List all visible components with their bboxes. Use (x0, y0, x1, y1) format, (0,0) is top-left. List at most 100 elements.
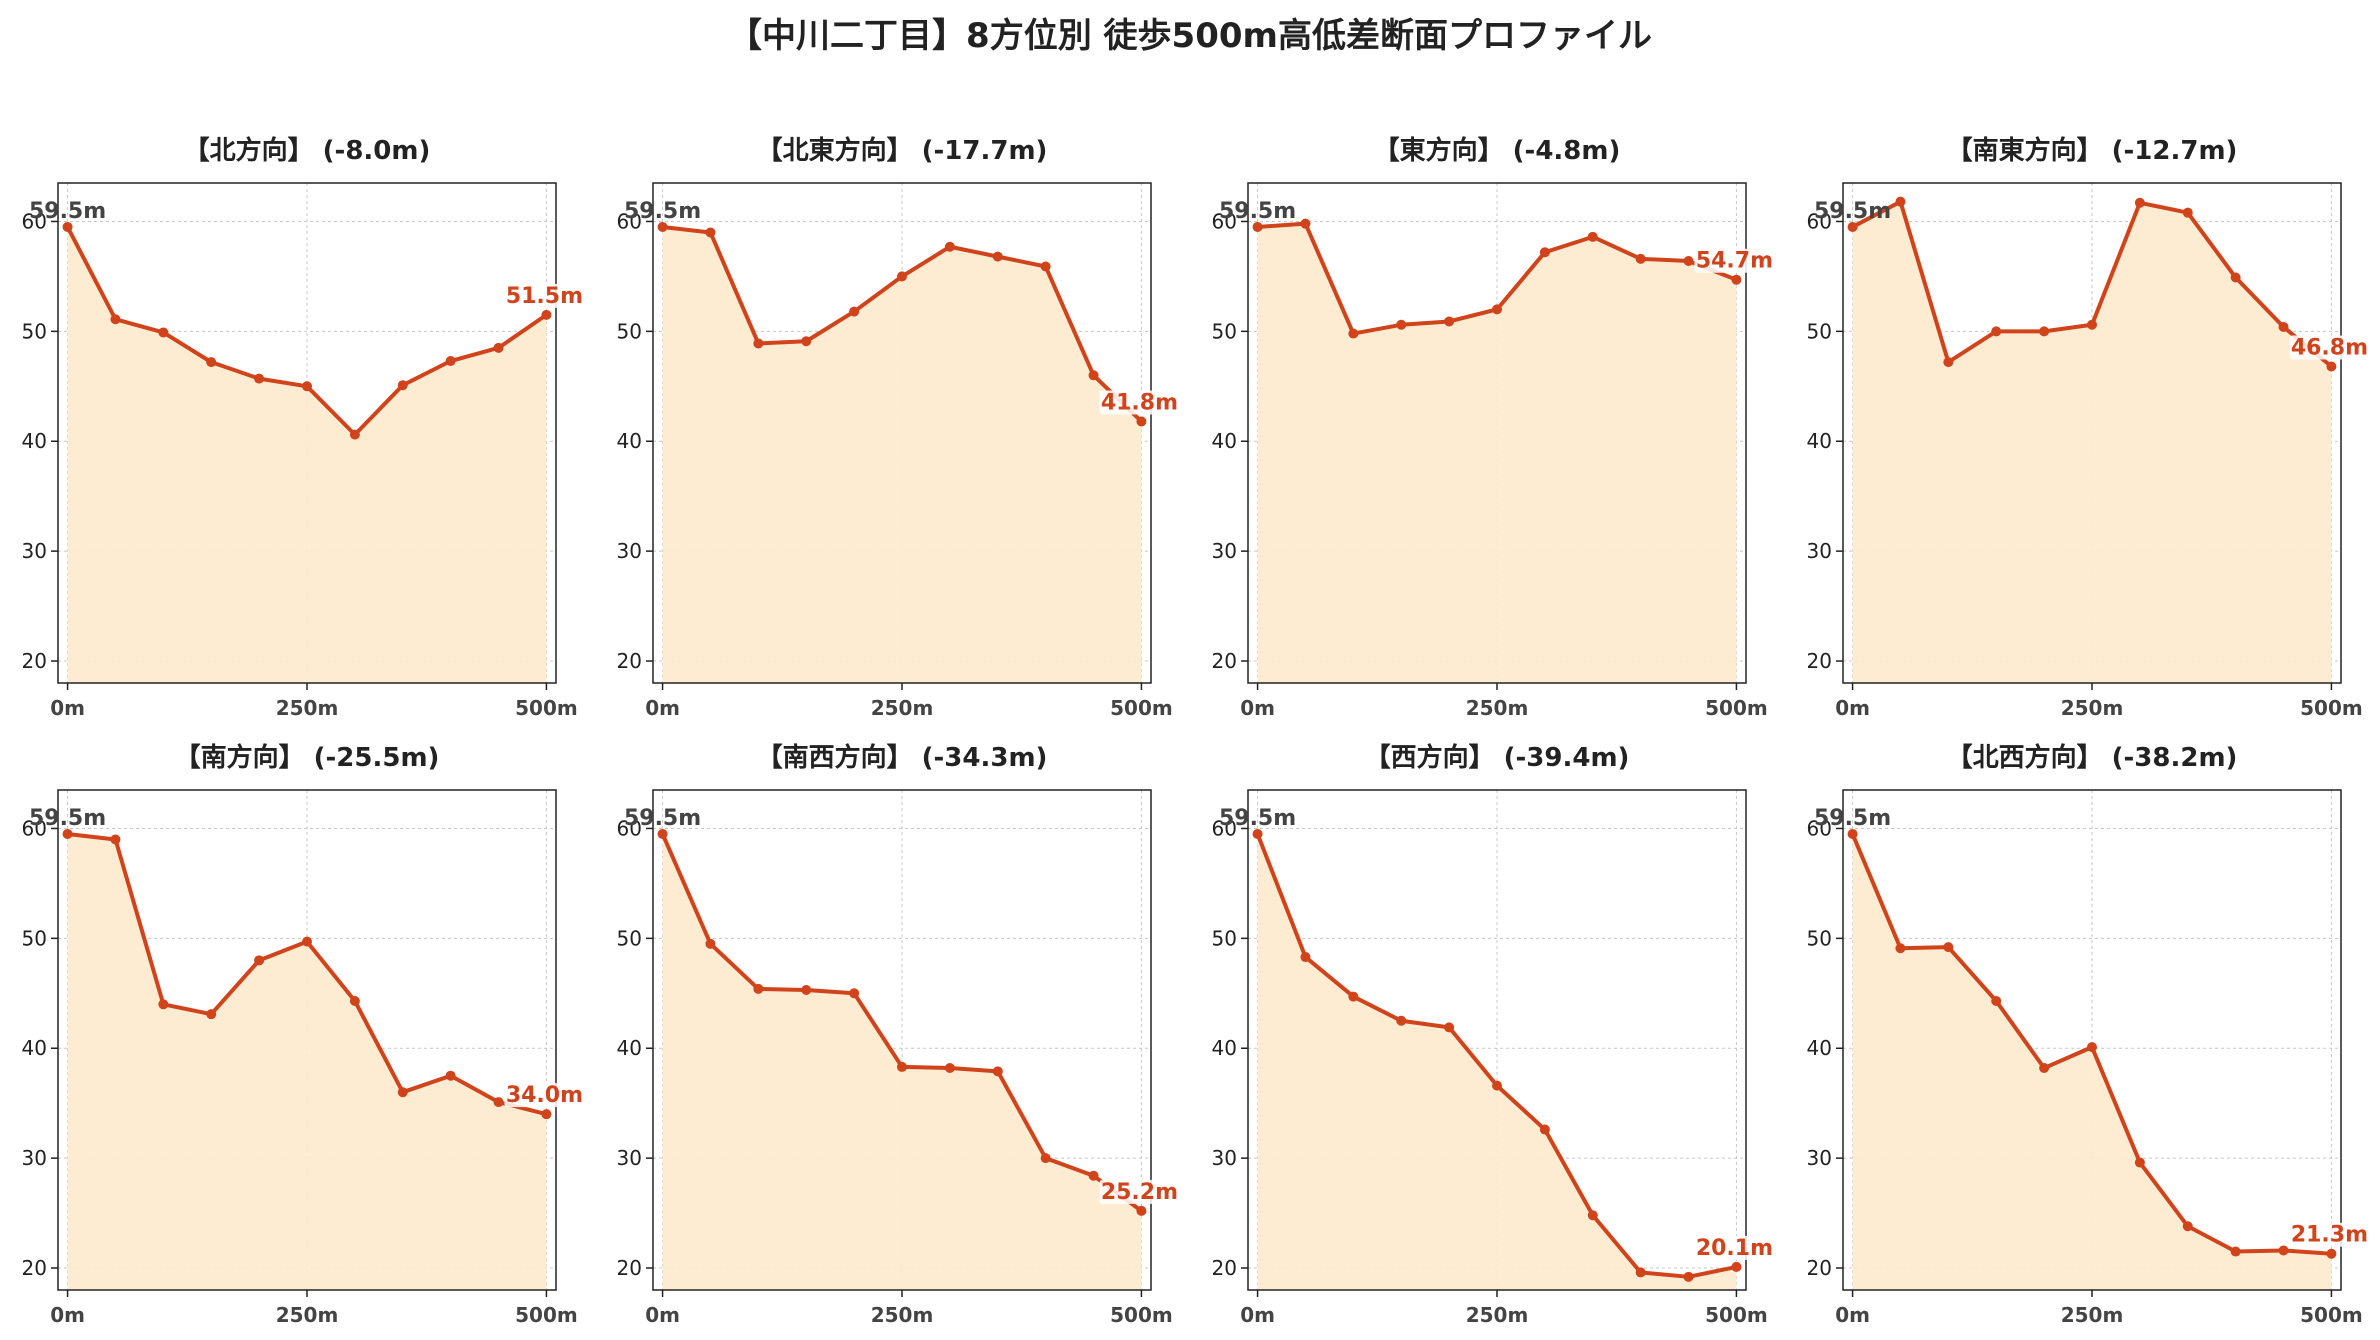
data-point (493, 342, 504, 353)
panel-4: 【南東方向】 (-12.7m) 20 30 40 50 60 0m 250m 500m 59.5m… (1807, 135, 2370, 720)
x-tick-label: 0m (645, 1303, 680, 1327)
data-point (2087, 319, 2097, 330)
data-point (2134, 1157, 2145, 1168)
x-tick-label: 500m (515, 696, 578, 720)
y-tick-label: 20 (1807, 1256, 1832, 1280)
data-point (1040, 261, 1051, 272)
data-point (254, 373, 265, 384)
data-point (1683, 1271, 1694, 1282)
x-tick-label: 500m (1110, 696, 1173, 720)
data-point (1991, 326, 2002, 337)
data-point (254, 955, 265, 966)
x-tick-label: 500m (515, 1303, 578, 1327)
x-tick-label: 250m (871, 696, 934, 720)
data-point (1348, 991, 1359, 1002)
panel-title: 【南東方向】 (-12.7m) (1947, 135, 2238, 166)
start-elevation-label: 59.5m (624, 806, 701, 831)
y-tick-label: 30 (617, 1146, 642, 1170)
end-elevation-label: 46.8m (2291, 336, 2368, 361)
y-tick-label: 20 (1807, 649, 1832, 673)
y-tick-label: 50 (22, 319, 47, 343)
y-tick-label: 30 (22, 1146, 47, 1170)
data-point (2182, 207, 2193, 218)
elevation-area (662, 833, 1142, 1290)
y-tick-label: 60 (617, 209, 642, 233)
y-tick-label: 30 (1212, 1146, 1237, 1170)
elevation-area (1257, 223, 1737, 683)
y-tick-label: 60 (22, 209, 47, 233)
panel-title: 【南西方向】 (-34.3m) (757, 742, 1048, 773)
y-tick-label: 60 (1212, 209, 1237, 233)
data-point (1683, 256, 1694, 267)
y-tick-label: 60 (1807, 816, 1832, 840)
x-tick-label: 0m (1835, 1303, 1870, 1327)
end-elevation-label: 54.7m (1696, 249, 1773, 274)
end-label-backing (2289, 335, 2370, 360)
y-tick-label: 40 (22, 429, 47, 453)
data-point (2278, 321, 2289, 332)
x-tick-label: 250m (871, 1303, 934, 1327)
data-point (1088, 1170, 1099, 1181)
data-point (801, 985, 812, 995)
elevation-area (662, 226, 1142, 683)
data-point (1943, 942, 1954, 953)
data-point (158, 999, 169, 1010)
data-point (897, 271, 907, 282)
data-point (849, 988, 860, 999)
y-tick-label: 20 (617, 1256, 642, 1280)
data-point (2039, 1063, 2050, 1074)
data-point (1300, 952, 1311, 963)
elevation-area (67, 226, 547, 683)
y-tick-label: 40 (1807, 429, 1832, 453)
panel-5: 【南方向】 (-25.5m) 20 30 40 50 60 0m 250m 500m 59.5m 3… (22, 742, 585, 1327)
y-tick-label: 30 (22, 539, 47, 563)
x-tick-label: 250m (1466, 1303, 1529, 1327)
x-tick-label: 500m (1110, 1303, 1173, 1327)
data-point (2278, 1245, 2289, 1256)
x-tick-label: 250m (1466, 696, 1529, 720)
start-elevation-label: 59.5m (1219, 806, 1296, 831)
panel-title: 【北方向】 (-8.0m) (184, 135, 431, 166)
panel-title: 【西方向】 (-39.4m) (1365, 742, 1630, 773)
data-point (1635, 253, 1646, 264)
x-tick-label: 500m (2300, 1303, 2363, 1327)
panel-3: 【東方向】 (-4.8m) 20 30 40 50 60 0m 250m 500m 59.5m 54… (1212, 135, 1775, 720)
data-point (1943, 357, 1954, 368)
end-label-backing (1694, 1235, 1775, 1260)
end-label-backing (504, 283, 585, 308)
data-point (2326, 361, 2337, 372)
x-tick-label: 0m (1835, 696, 1870, 720)
data-point (1895, 943, 1906, 954)
y-tick-label: 40 (617, 429, 642, 453)
x-tick-label: 0m (50, 696, 85, 720)
panel-title: 【東方向】 (-4.8m) (1374, 135, 1621, 166)
start-elevation-label: 59.5m (624, 199, 701, 224)
data-point (397, 1087, 408, 1098)
y-tick-label: 30 (1212, 539, 1237, 563)
data-point (493, 1097, 504, 1108)
y-tick-label: 30 (1807, 1146, 1832, 1170)
data-point (1136, 1205, 1147, 1216)
y-tick-label: 40 (1212, 429, 1237, 453)
data-point (2087, 1042, 2097, 1053)
data-point (1444, 316, 1455, 327)
end-label-backing (1099, 1179, 1180, 1204)
end-elevation-label: 41.8m (1101, 390, 1178, 415)
data-point (1895, 196, 1906, 207)
data-point (705, 938, 716, 949)
panel-7: 【西方向】 (-39.4m) 20 30 40 50 60 0m 250m 500m 59.5m 2… (1212, 742, 1775, 1327)
data-point (657, 221, 668, 232)
data-point (349, 429, 360, 440)
data-point (992, 1066, 1003, 1077)
data-point (349, 995, 360, 1006)
panel-title: 【北東方向】 (-17.7m) (757, 135, 1048, 166)
data-point (158, 327, 169, 338)
data-point (445, 1070, 456, 1081)
end-elevation-label: 51.5m (506, 284, 583, 309)
data-point (1444, 1022, 1455, 1033)
y-tick-label: 50 (1807, 926, 1832, 950)
data-point (1587, 231, 1598, 242)
y-tick-label: 20 (1212, 649, 1237, 673)
data-point (397, 380, 408, 391)
